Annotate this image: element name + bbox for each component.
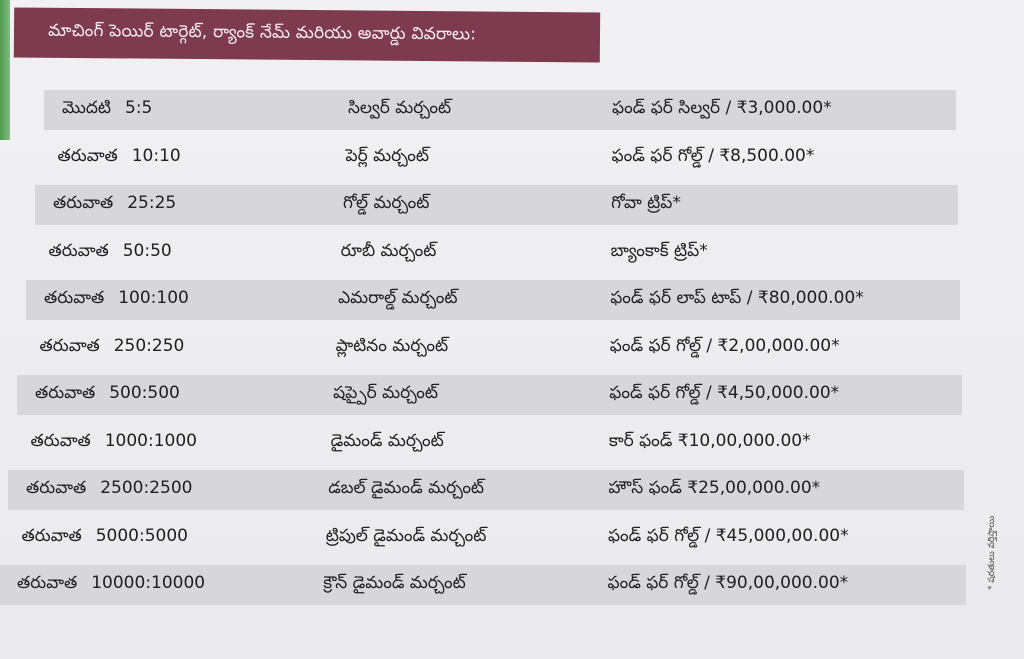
table-row: తరువాత 25:25 గోల్డ్ మర్చంట్ గోవా ట్రిప్*	[0, 183, 1024, 227]
table-row: తరువాత 1000:1000 డైమండ్ మర్చంట్ కార్ ఫండ్ ₹…	[0, 421, 1024, 465]
rank-name: డబల్ డైమండ్ మర్చంట్	[328, 478, 485, 498]
row-stripe	[44, 90, 956, 130]
target-cell: తరువాత 25:25	[53, 193, 176, 217]
target-prefix: తరువాత	[35, 383, 96, 403]
rank-name: ఎమరాల్డ్ మర్చంట్	[338, 288, 458, 308]
rank-name: రూబీ మర్చంట్	[340, 240, 437, 261]
table-row: తరువాత 500:500 షప్పైర్ మర్చంట్ ఫండ్ ఫర్ గోల…	[0, 373, 1024, 417]
target-prefix: తరువాత	[30, 430, 91, 451]
target-prefix: తరువాత	[26, 478, 87, 498]
target-cell: తరువాత 1000:1000	[31, 431, 198, 455]
target-cell: తరువాత 10000:10000	[17, 573, 205, 597]
target-ratio: 50:50	[122, 240, 172, 261]
rank-name: షప్పైర్ మర్చంట్	[333, 383, 439, 403]
table-row: తరువాత 50:50 రూబీ మర్చంట్ బ్యాంకాక్ ట్రిప్*	[0, 231, 1024, 275]
table-row: తరువాత 5000:5000 ట్రిపుల్ డైమండ్ మర్చంట్ ఫం…	[0, 516, 1024, 560]
target-prefix: తరువాత	[57, 145, 118, 166]
side-note: * షరతులు వర్తిస్తాయి	[987, 515, 997, 590]
target-prefix: తరువాత	[21, 525, 82, 546]
table-row: తరువాత 250:250 ప్లాటినం మర్చంట్ ఫండ్ ఫర్ గో…	[0, 326, 1024, 370]
rank-name: ప్లాటినం మర్చంట్	[335, 335, 449, 356]
target-ratio: 5000:5000	[95, 525, 188, 546]
row-stripe	[26, 280, 960, 320]
table-row: తరువాత 2500:2500 డబల్ డైమండ్ మర్చంట్ హౌస్ ఫ…	[0, 468, 1024, 512]
award-text: ఫండ్ ఫర్ గోల్డ్ / ₹4,50,000.00*	[609, 383, 840, 403]
award-text: హౌస్ ఫండ్ ₹25,00,000.00*	[608, 478, 821, 498]
rank-name: డైమండ్ మర్చంట్	[330, 430, 444, 451]
award-text: ఫండ్ ఫర్ గోల్డ్ / ₹90,00,000.00*	[607, 573, 849, 593]
award-text: ఫండ్ ఫర్ లాప్ టాప్ / ₹80,000.00*	[610, 288, 864, 308]
rank-name: క్రౌన్ డైమండ్ మర్చంట్	[323, 573, 466, 593]
award-text: ఫండ్ ఫర్ సిల్వర్ / ₹3,000.00*	[612, 98, 832, 118]
rank-name: పెర్ల్ మర్చంట్	[345, 145, 430, 166]
awards-table: మొదటి 5:5 సిల్వర్ మర్చంట్ ఫండ్ ఫర్ సిల్వర్ …	[0, 88, 1024, 648]
award-text: ఫండ్ ఫర్ గోల్డ్ / ₹45,000,00.00*	[607, 525, 849, 546]
target-ratio: 25:25	[127, 193, 177, 213]
target-cell: తరువాత 250:250	[40, 336, 185, 360]
target-prefix: తరువాత	[17, 573, 78, 593]
target-prefix: తరువాత	[39, 335, 100, 356]
target-ratio: 100:100	[118, 288, 189, 308]
row-stripe	[17, 375, 962, 415]
target-ratio: 10:10	[131, 145, 181, 166]
award-text: బ్యాంకాక్ ట్రిప్*	[610, 240, 708, 261]
table-row: మొదటి 5:5 సిల్వర్ మర్చంట్ ఫండ్ ఫర్ సిల్వర్ …	[0, 88, 1024, 132]
heading-banner: మాచింగ్ పెయిర్ టార్గెట్, ర్యాంక్ నేమ్ మర…	[13, 7, 601, 63]
target-ratio: 500:500	[109, 383, 180, 403]
target-prefix: తరువాత	[48, 240, 109, 261]
target-cell: తరువాత 500:500	[35, 383, 180, 407]
target-prefix: తరువాత	[44, 288, 105, 308]
table-row: తరువాత 10000:10000 క్రౌన్ డైమండ్ మర్చంట్ ఫం…	[0, 563, 1024, 607]
award-text: కార్ ఫండ్ ₹10,00,000.00*	[608, 430, 811, 451]
award-text: ఫండ్ ఫర్ గోల్డ్ / ₹2,00,000.00*	[609, 335, 840, 356]
rank-name: ట్రిపుల్ డైమండ్ మర్చంట్	[325, 525, 487, 546]
award-text: ఫండ్ ఫర్ గోల్డ్ / ₹8,500.00*	[611, 145, 815, 166]
table-row: తరువాత 100:100 ఎమరాల్డ్ మర్చంట్ ఫండ్ ఫర్ లా…	[0, 278, 1024, 322]
target-ratio: 1000:1000	[104, 430, 197, 451]
rank-name: గోల్డ్ మర్చంట్	[343, 193, 430, 213]
target-ratio: 250:250	[113, 335, 185, 356]
green-edge	[0, 0, 10, 140]
target-prefix: తరువాత	[53, 193, 114, 213]
row-stripe	[8, 470, 964, 510]
table-row: తరువాత 10:10 పెర్ల్ మర్చంట్ ఫండ్ ఫర్ గోల్డ్…	[0, 136, 1024, 180]
target-cell: తరువాత 5000:5000	[22, 526, 189, 550]
target-cell: తరువాత 50:50	[49, 241, 172, 265]
target-ratio: 2500:2500	[100, 478, 193, 498]
heading-text: మాచింగ్ పెయిర్ టార్గెట్, ర్యాంక్ నేమ్ మర…	[47, 20, 477, 45]
target-cell: తరువాత 100:100	[44, 288, 189, 312]
target-ratio: 5:5	[125, 98, 153, 118]
row-stripe	[35, 185, 958, 225]
target-ratio: 10000:10000	[91, 573, 206, 593]
target-cell: తరువాత 2500:2500	[26, 478, 193, 502]
target-cell: తరువాత 10:10	[58, 146, 181, 170]
target-prefix: మొదటి	[62, 98, 111, 118]
target-cell: మొదటి 5:5	[62, 98, 152, 122]
row-stripe	[0, 565, 966, 605]
award-text: గోవా ట్రిప్*	[611, 193, 681, 213]
rank-name: సిల్వర్ మర్చంట్	[348, 98, 452, 118]
